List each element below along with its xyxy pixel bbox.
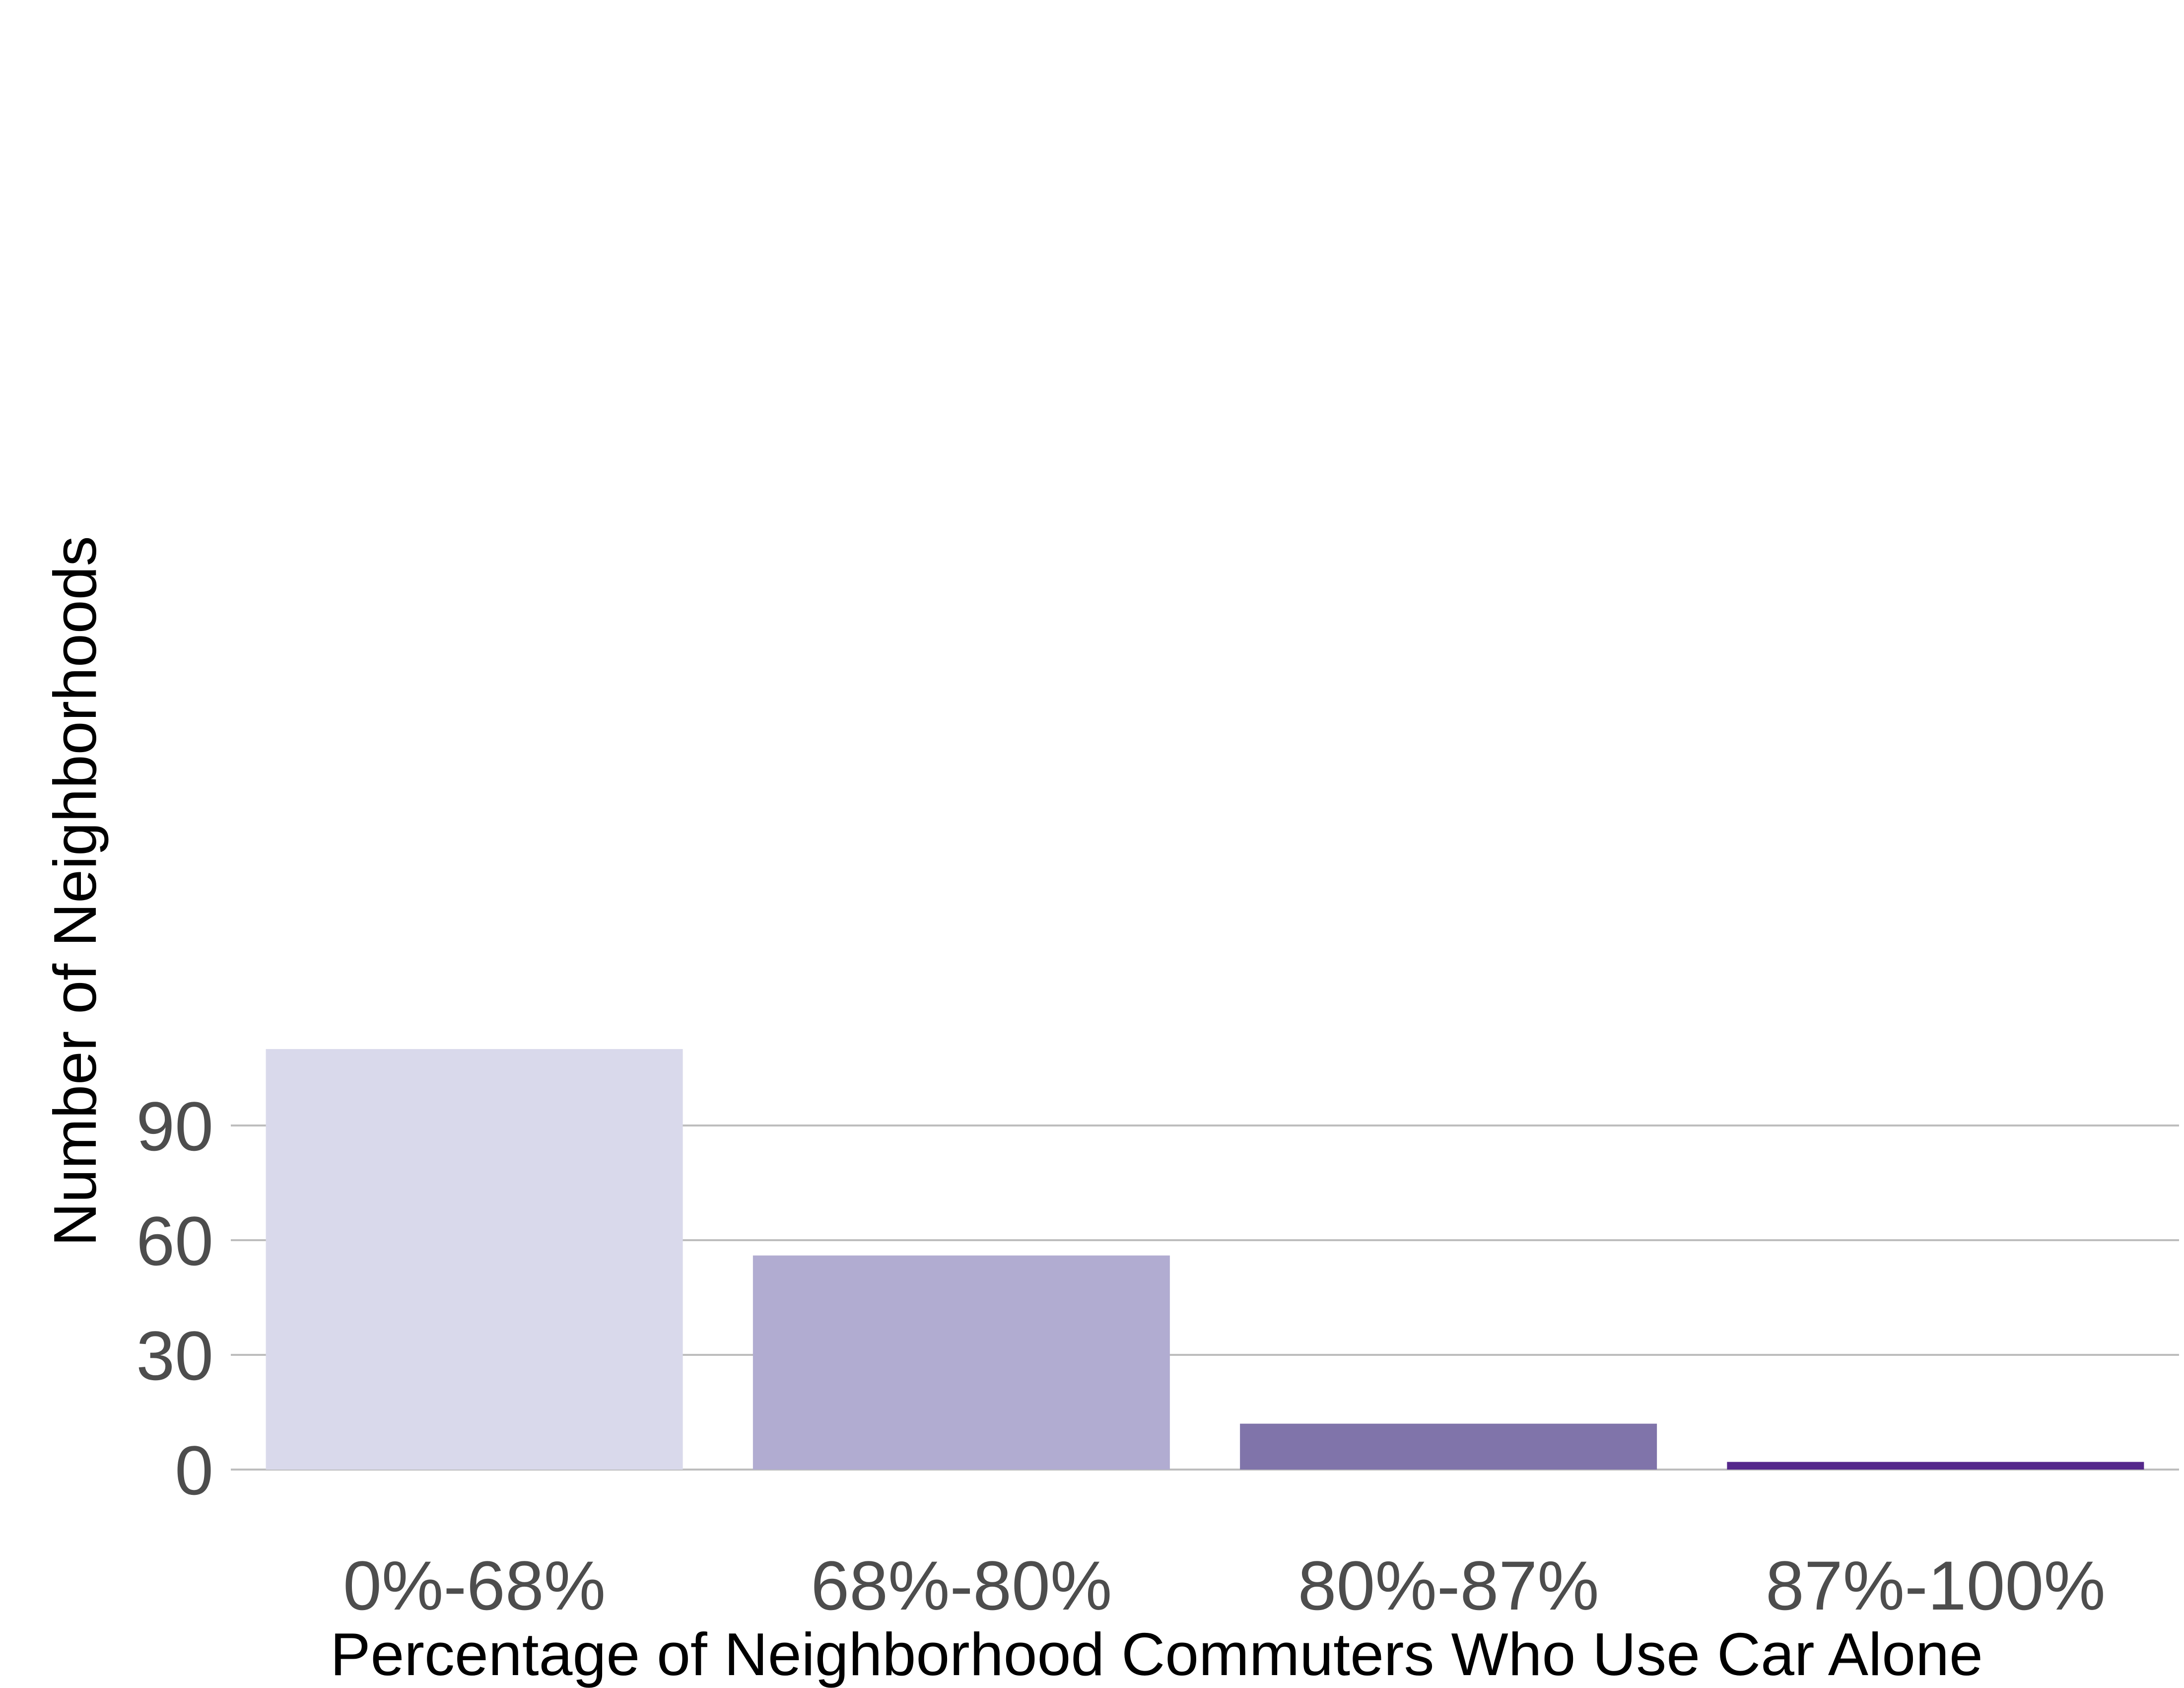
bar-2 bbox=[752, 1255, 1170, 1470]
y-tick-label-30: 30 bbox=[136, 1317, 213, 1395]
y-axis-title: Number of Neighborhoods bbox=[41, 536, 109, 1247]
x-tick-label-2: 68%-80% bbox=[811, 1547, 1112, 1624]
y-tick-label-0: 0 bbox=[175, 1431, 213, 1509]
bars bbox=[266, 1049, 2144, 1470]
x-axis-tick-labels: 0%-68% 68%-80% 80%-87% 87%-100% bbox=[343, 1547, 2106, 1624]
bar-3 bbox=[1240, 1423, 1657, 1470]
x-tick-label-3: 80%-87% bbox=[1298, 1547, 1599, 1624]
x-tick-label-1: 0%-68% bbox=[343, 1547, 606, 1624]
y-tick-label-90: 90 bbox=[136, 1087, 213, 1165]
y-tick-label-60: 60 bbox=[136, 1202, 213, 1280]
x-axis-title: Percentage of Neighborhood Commuters Who… bbox=[330, 1620, 1983, 1688]
bar-4 bbox=[1727, 1462, 2144, 1470]
x-tick-label-4: 87%-100% bbox=[1766, 1547, 2106, 1624]
bar-1 bbox=[266, 1049, 683, 1470]
y-axis-ticks: 0 30 60 90 bbox=[136, 1087, 213, 1509]
